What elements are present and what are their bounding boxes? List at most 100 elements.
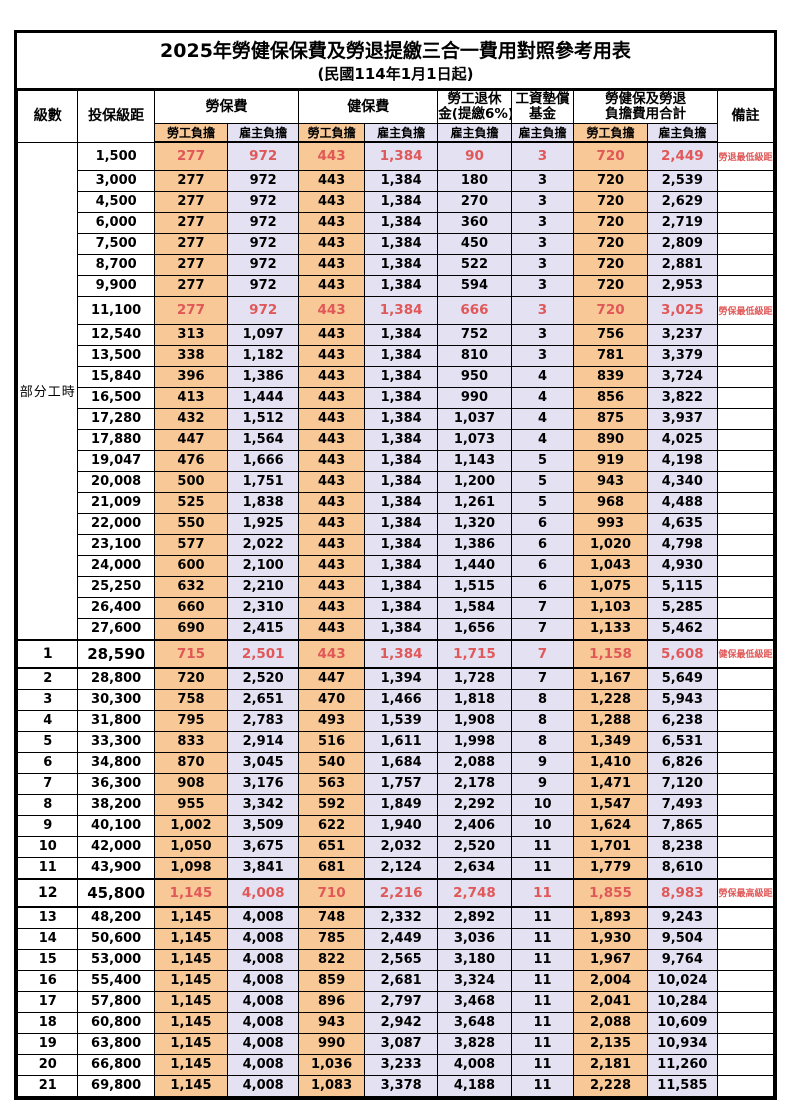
table-row: 17 57,800 1,145 4,008 896 2,797 3,468 11 2,041 10… — [16, 990, 775, 1013]
note-cell — [716, 575, 775, 598]
fee-cell: 525 — [153, 491, 229, 514]
note-cell: 勞保最高級距 — [716, 877, 775, 908]
fee-cell: 1,145 — [153, 1053, 229, 1076]
level-cell: 14 — [16, 927, 79, 950]
fee-cell: 1,384 — [363, 554, 439, 577]
bracket-cell: 45,800 — [77, 877, 155, 908]
fee-cell: 11 — [510, 877, 575, 908]
table-row: 17,280 432 1,512 443 1,384 1,037 4 875 3,937 — [18, 407, 775, 430]
fee-cell: 313 — [153, 323, 229, 346]
fee-cell: 6,238 — [646, 709, 718, 732]
subheader-employer-share: 雇主負擔 — [510, 123, 575, 144]
fee-cell: 972 — [227, 295, 300, 325]
level-cell: 16 — [16, 969, 79, 992]
note-cell — [716, 211, 775, 234]
fee-cell: 4,008 — [437, 1053, 512, 1076]
fee-cell: 1,261 — [437, 491, 512, 514]
fee-cell: 2,719 — [646, 211, 718, 234]
fee-cell: 1,684 — [363, 751, 439, 774]
fee-table: 級數 投保級距 勞保費 健保費 勞工退休 金(提繳6%) 工資墊償 基金 勞健保… — [16, 90, 775, 1097]
fee-cell: 1,471 — [573, 772, 648, 795]
bracket-cell: 40,100 — [77, 814, 155, 837]
table-row: 2 28,800 720 2,520 447 1,394 1,728 7 1,167 5,649 — [16, 667, 775, 690]
fee-cell: 6 — [510, 533, 575, 556]
fee-cell: 795 — [153, 709, 229, 732]
fee-cell: 9 — [510, 772, 575, 795]
fee-cell: 600 — [153, 554, 229, 577]
level-cell: 21 — [16, 1074, 79, 1097]
bracket-cell: 12,540 — [77, 323, 155, 346]
fee-cell: 1,624 — [573, 814, 648, 837]
fee-cell: 1,083 — [298, 1074, 365, 1097]
fee-cell: 3,675 — [227, 835, 300, 858]
fee-cell: 443 — [298, 274, 365, 297]
fee-cell: 1,384 — [363, 638, 439, 669]
note-cell — [716, 386, 775, 409]
fee-cell: 5,943 — [646, 688, 718, 711]
fee-cell: 1,410 — [573, 751, 648, 774]
bracket-cell: 69,800 — [77, 1074, 155, 1097]
fee-cell: 720 — [573, 169, 648, 192]
fee-cell: 443 — [298, 190, 365, 213]
fee-cell: 3 — [510, 323, 575, 346]
fee-cell: 4,198 — [646, 449, 718, 472]
level-cell: 7 — [16, 772, 79, 795]
header-note: 備註 — [716, 90, 775, 143]
fee-cell: 277 — [153, 169, 229, 192]
fee-cell: 9,764 — [646, 948, 718, 971]
level-cell: 19 — [16, 1032, 79, 1055]
fee-cell: 4 — [510, 386, 575, 409]
fee-cell: 859 — [298, 969, 365, 992]
fee-cell: 1,145 — [153, 1011, 229, 1034]
note-cell: 健保最低級距 — [716, 638, 775, 669]
fee-cell: 3,509 — [227, 814, 300, 837]
fee-cell: 3,937 — [646, 407, 718, 430]
fee-cell: 720 — [573, 211, 648, 234]
fee-cell: 781 — [573, 344, 648, 367]
table-row: 20 66,800 1,145 4,008 1,036 3,233 4,008 11 2,181… — [16, 1053, 775, 1076]
header-labor-insurance: 勞保費 — [153, 90, 300, 125]
bracket-cell: 20,008 — [77, 470, 155, 493]
fee-cell: 1,037 — [437, 407, 512, 430]
fee-cell: 972 — [227, 190, 300, 213]
fee-cell: 2,809 — [646, 232, 718, 255]
fee-cell: 6,531 — [646, 730, 718, 753]
level-cell: 6 — [16, 751, 79, 774]
fee-cell: 1,384 — [363, 386, 439, 409]
fee-cell: 10,024 — [646, 969, 718, 992]
fee-cell: 277 — [153, 190, 229, 213]
bracket-cell: 16,500 — [77, 386, 155, 409]
fee-cell: 443 — [298, 169, 365, 192]
level-cell: 9 — [16, 814, 79, 837]
fee-cell: 11 — [510, 969, 575, 992]
note-cell — [716, 793, 775, 816]
table-row: 11,100 277 972 443 1,384 666 3 720 3,025 勞保最低級距 — [18, 295, 775, 325]
fee-cell: 2,181 — [573, 1053, 648, 1076]
fee-cell: 720 — [573, 253, 648, 276]
subheader-employer-share: 雇主負擔 — [437, 123, 512, 144]
fee-cell: 443 — [298, 323, 365, 346]
fee-cell: 2,228 — [573, 1074, 648, 1097]
fee-cell: 2,797 — [363, 990, 439, 1013]
header-pension-line2: 金(提繳6%) — [438, 106, 512, 123]
fee-cell: 443 — [298, 575, 365, 598]
level-cell: 11 — [16, 856, 79, 880]
fee-cell: 277 — [153, 295, 229, 325]
fee-cell: 1,515 — [437, 575, 512, 598]
fee-cell: 1,384 — [363, 365, 439, 388]
note-cell — [716, 990, 775, 1013]
fee-cell: 5 — [510, 491, 575, 514]
fee-cell: 2,651 — [227, 688, 300, 711]
fee-cell: 4 — [510, 407, 575, 430]
fee-cell: 592 — [298, 793, 365, 816]
bracket-cell: 17,880 — [77, 428, 155, 451]
fee-cell: 7 — [510, 638, 575, 669]
fee-cell: 622 — [298, 814, 365, 837]
level-cell: 12 — [16, 877, 79, 908]
fee-cell: 11 — [510, 835, 575, 858]
fee-cell: 3,324 — [437, 969, 512, 992]
fee-cell: 443 — [298, 470, 365, 493]
note-cell — [716, 407, 775, 430]
fee-cell: 1,182 — [227, 344, 300, 367]
fee-cell: 690 — [153, 617, 229, 641]
